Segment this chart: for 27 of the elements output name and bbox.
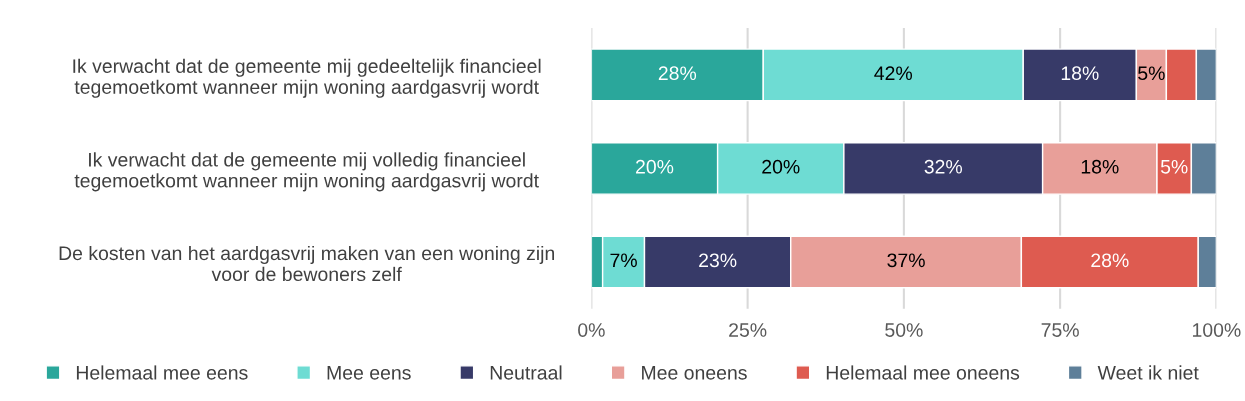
legend-label: Neutraal — [490, 365, 562, 380]
data-label: 20% — [762, 159, 800, 174]
y-tick-label: De kosten van het aardgasvrij maken van een woning zijn voor de bewoners zelf — [59, 245, 555, 282]
data-label: 23% — [699, 253, 737, 268]
data-label: 32% — [924, 159, 963, 174]
data-label: 7% — [610, 253, 637, 268]
data-label: 42% — [874, 66, 913, 80]
data-label: 37% — [887, 253, 925, 268]
x-tick-label: 25% — [729, 323, 767, 337]
data-label: 5% — [1138, 66, 1165, 81]
data-label: 5% — [1160, 159, 1188, 174]
data-label: 18% — [1061, 66, 1099, 81]
legend-label: Mee eens — [327, 366, 411, 380]
legend-label: Helemaal mee oneens — [826, 365, 1020, 380]
legend-label: Weet ik niet — [1097, 365, 1199, 380]
data-label: 28% — [658, 66, 697, 81]
data-label: 28% — [1091, 253, 1129, 268]
data-label: 20% — [636, 159, 674, 174]
x-tick-label: 0% — [578, 323, 605, 337]
y-tick-label: Ik verwacht dat de gemeente mij gedeeltelijk financieel tegemoetkomt wanneer mijn woning aardgasvrij wordt — [73, 58, 541, 98]
legend-label: Mee oneens — [642, 366, 747, 380]
y-tick-label: Ik verwacht dat de gemeente mij volledig financieel tegemoetkomt wanneer mijn woning aardgasvrij wordt — [74, 152, 539, 192]
legend-label: Helemaal mee eens — [76, 365, 248, 380]
x-tick-label: 50% — [885, 323, 923, 337]
data-label: 18% — [1081, 159, 1119, 174]
x-tick-label: 100% — [1192, 323, 1241, 337]
x-tick-label: 75% — [1041, 323, 1079, 337]
